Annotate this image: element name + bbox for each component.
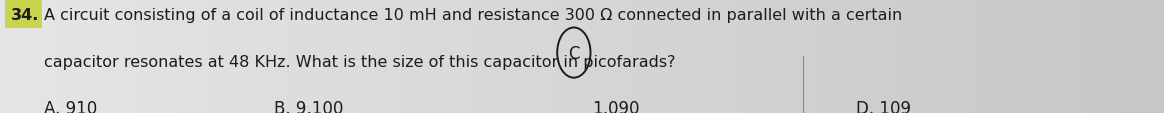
Text: C: C bbox=[568, 44, 580, 62]
Text: A. 910: A. 910 bbox=[44, 99, 98, 113]
Text: B. 9,100: B. 9,100 bbox=[274, 99, 343, 113]
Text: 1,090: 1,090 bbox=[592, 99, 640, 113]
Text: A circuit consisting of a coil of inductance 10 mH and resistance 300 Ω connecte: A circuit consisting of a coil of induct… bbox=[44, 8, 902, 23]
FancyBboxPatch shape bbox=[5, 0, 42, 28]
Text: 34.: 34. bbox=[10, 8, 38, 23]
Text: capacitor resonates at 48 KHz. What is the size of this capacitor in picofarads?: capacitor resonates at 48 KHz. What is t… bbox=[44, 54, 676, 69]
Text: D. 109: D. 109 bbox=[856, 99, 910, 113]
